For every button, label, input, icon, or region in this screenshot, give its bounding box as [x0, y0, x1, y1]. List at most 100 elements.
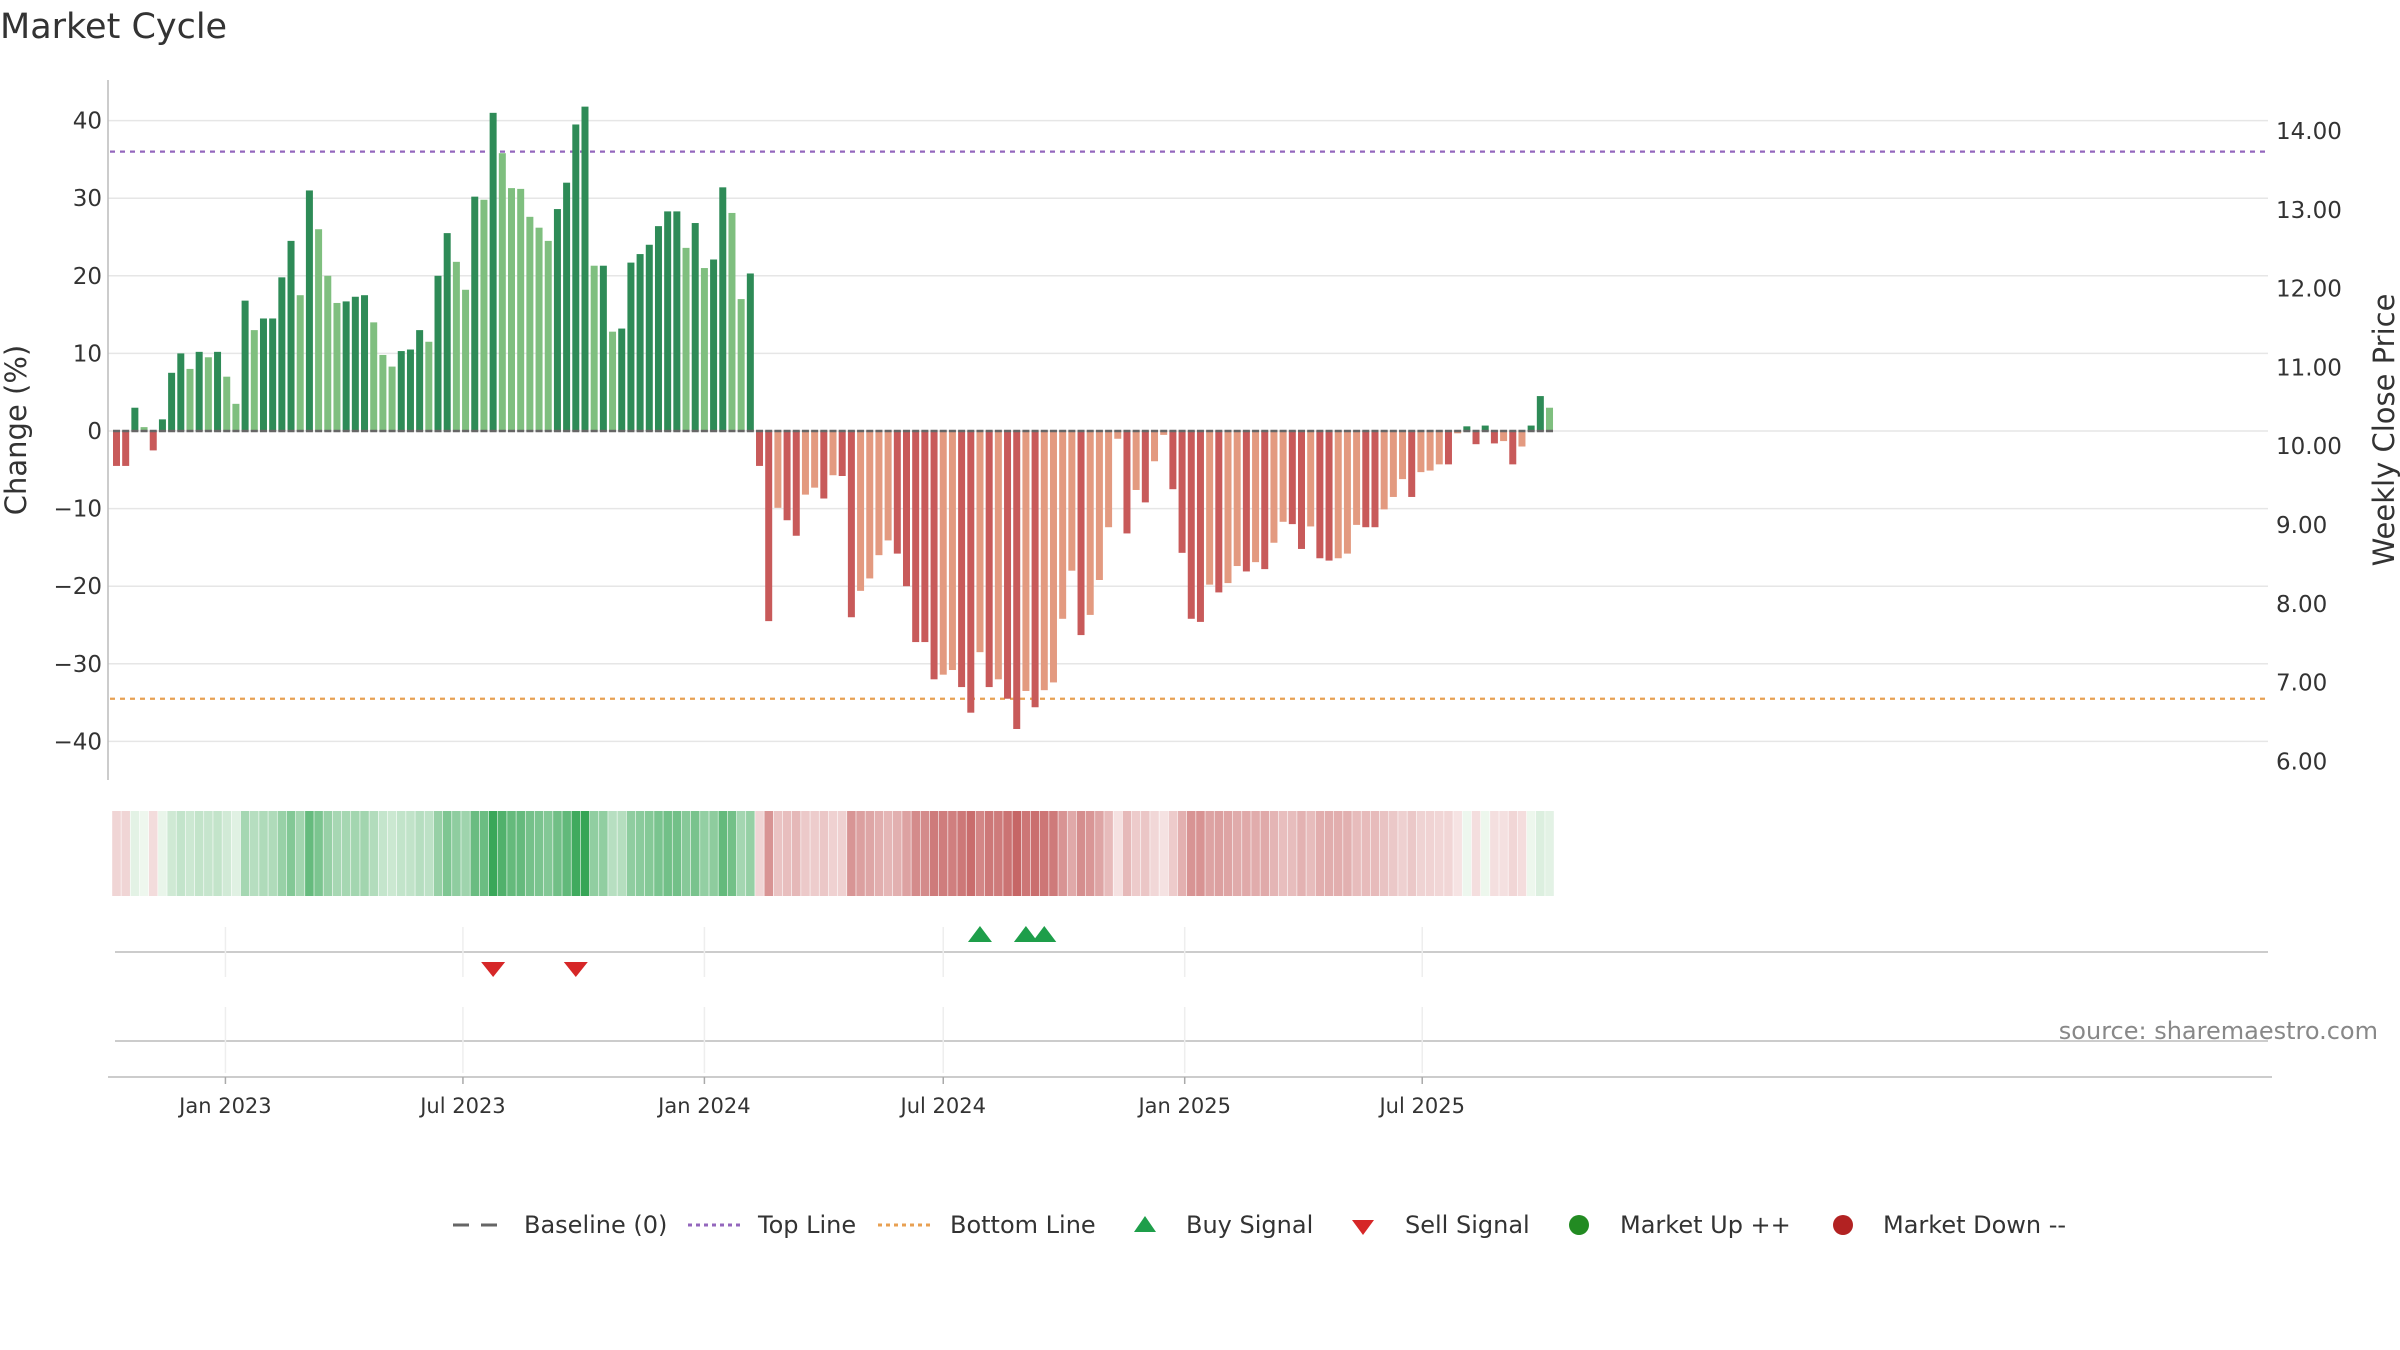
bar	[654, 226, 662, 431]
bar	[811, 431, 819, 488]
heat-cell	[1324, 811, 1334, 896]
heat-cell	[700, 811, 709, 896]
bar	[1022, 431, 1030, 691]
x-tick-label: Jan 2023	[177, 1094, 272, 1118]
bar	[1316, 431, 1324, 559]
y-axis-label: Change (%)	[0, 345, 33, 515]
bar	[1288, 431, 1296, 525]
y-tick-label: −20	[53, 574, 102, 600]
bar	[1527, 425, 1535, 431]
y2-tick-label: 7.00	[2276, 671, 2327, 697]
bar	[636, 254, 644, 431]
bar	[517, 188, 525, 431]
legend-top-line-label: Top Line	[757, 1211, 856, 1239]
y2-axis-label: Weekly Close Price	[2367, 294, 2400, 567]
bar	[737, 299, 745, 431]
heat-cell	[746, 811, 755, 896]
bar	[728, 212, 736, 431]
heat-cell	[231, 811, 241, 896]
heat-cell	[672, 811, 682, 896]
heat-cell	[378, 811, 388, 896]
heat-cell	[1416, 811, 1426, 896]
heat-cell	[617, 811, 627, 896]
heat-cell	[341, 811, 351, 896]
bar	[526, 216, 534, 431]
legend-top-line: Top Line	[688, 1211, 856, 1239]
heat-cell	[966, 811, 976, 896]
heat-cell	[130, 811, 140, 896]
sell-signal-icon	[563, 962, 588, 977]
bar	[1242, 431, 1250, 572]
heat-cell	[433, 811, 443, 896]
bar	[214, 351, 222, 431]
bar	[471, 196, 479, 431]
signal-vertical-grid	[224, 927, 1423, 977]
sell-signal-icon	[481, 962, 506, 977]
bar	[1059, 431, 1067, 619]
bar	[1169, 431, 1177, 490]
y2-axis-ticks: 14.00 13.00 12.00 11.00 10.00 9.00 8.00 7.00 6.0…	[2276, 119, 2342, 775]
bar	[866, 431, 874, 579]
heat-cell	[1058, 811, 1067, 896]
bar	[131, 407, 139, 431]
heat-cell	[1490, 811, 1499, 896]
x-tick-label: Jan 2025	[1136, 1094, 1231, 1118]
heat-cell	[773, 811, 783, 896]
signal-panel	[115, 926, 2268, 977]
bar	[287, 240, 295, 431]
y-tick-label: 10	[73, 341, 102, 367]
bar	[113, 431, 120, 466]
heat-cell	[213, 811, 222, 896]
bar	[1049, 431, 1057, 683]
heat-cell	[1425, 811, 1435, 896]
heat-cell	[975, 811, 985, 896]
bar	[480, 199, 488, 431]
legend-buy-triangle-icon	[1134, 1216, 1156, 1232]
heat-cell	[819, 811, 829, 896]
bar	[1472, 431, 1480, 445]
bar	[746, 273, 754, 431]
bar	[223, 376, 231, 431]
heat-cell	[452, 811, 461, 896]
bar	[1307, 431, 1315, 527]
y-tick-label: −30	[53, 652, 102, 678]
bar	[1132, 431, 1140, 490]
heat-cell	[314, 811, 323, 896]
heat-cell	[1536, 811, 1545, 896]
heat-cell	[295, 811, 305, 896]
source-text: source: sharemaestro.com	[2059, 1017, 2378, 1045]
heat-cell	[957, 811, 966, 896]
legend-market-up: Market Up ++	[1569, 1211, 1791, 1239]
buy-signal-icon	[967, 926, 992, 942]
bar	[1077, 431, 1085, 636]
x-tick-label: Jul 2023	[418, 1094, 505, 1118]
buy-signal-icon	[1032, 926, 1057, 942]
heat-cell	[1517, 811, 1527, 896]
bar	[581, 106, 589, 431]
heat-cell	[1278, 811, 1288, 896]
heat-cell	[1508, 811, 1518, 896]
bar	[443, 233, 451, 431]
heat-cell	[1407, 811, 1417, 896]
bar	[406, 349, 414, 431]
bar	[168, 372, 176, 431]
bar	[1417, 431, 1425, 473]
y2-tick-label: 13.00	[2276, 198, 2342, 224]
y2-tick-label: 6.00	[2276, 749, 2327, 775]
y2-tick-label: 11.00	[2276, 355, 2342, 381]
y-tick-label: −40	[53, 729, 102, 755]
bar	[1224, 431, 1232, 584]
heat-cell	[534, 811, 544, 896]
bar	[1013, 431, 1021, 729]
bar	[1389, 431, 1397, 497]
bar	[1114, 431, 1122, 439]
bar	[296, 295, 304, 431]
heat-cell	[369, 811, 379, 896]
bar	[893, 431, 901, 554]
bar	[756, 431, 764, 466]
heat-cell	[1480, 811, 1490, 896]
bar	[1481, 425, 1489, 431]
heat-cell	[1205, 811, 1214, 896]
bar	[673, 211, 681, 431]
bar	[1105, 431, 1113, 528]
